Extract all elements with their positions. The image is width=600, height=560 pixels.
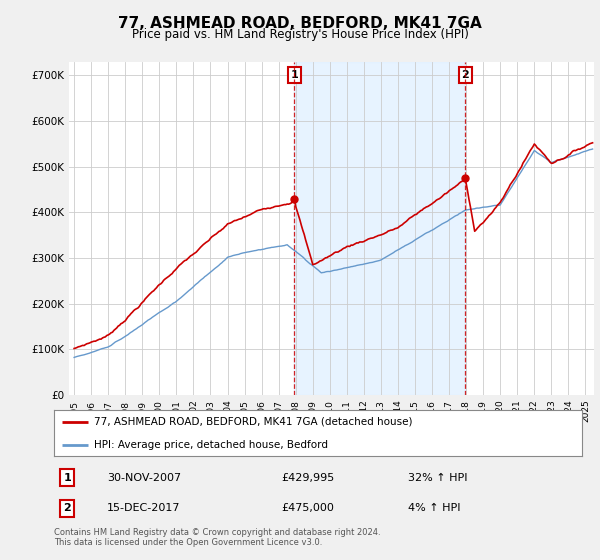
Text: £475,000: £475,000 xyxy=(281,503,334,514)
Text: Contains HM Land Registry data © Crown copyright and database right 2024.
This d: Contains HM Land Registry data © Crown c… xyxy=(54,528,380,548)
Text: Price paid vs. HM Land Registry's House Price Index (HPI): Price paid vs. HM Land Registry's House … xyxy=(131,28,469,41)
Text: 77, ASHMEAD ROAD, BEDFORD, MK41 7GA (detached house): 77, ASHMEAD ROAD, BEDFORD, MK41 7GA (det… xyxy=(94,417,412,427)
Text: 2: 2 xyxy=(64,503,71,514)
Text: 1: 1 xyxy=(290,70,298,80)
Text: HPI: Average price, detached house, Bedford: HPI: Average price, detached house, Bedf… xyxy=(94,440,328,450)
Text: 32% ↑ HPI: 32% ↑ HPI xyxy=(408,473,467,483)
Text: £429,995: £429,995 xyxy=(281,473,334,483)
Text: 2: 2 xyxy=(461,70,469,80)
Text: 77, ASHMEAD ROAD, BEDFORD, MK41 7GA: 77, ASHMEAD ROAD, BEDFORD, MK41 7GA xyxy=(118,16,482,31)
Text: 4% ↑ HPI: 4% ↑ HPI xyxy=(408,503,460,514)
Text: 15-DEC-2017: 15-DEC-2017 xyxy=(107,503,181,514)
Text: 30-NOV-2007: 30-NOV-2007 xyxy=(107,473,181,483)
Text: 1: 1 xyxy=(64,473,71,483)
Bar xyxy=(294,62,466,395)
